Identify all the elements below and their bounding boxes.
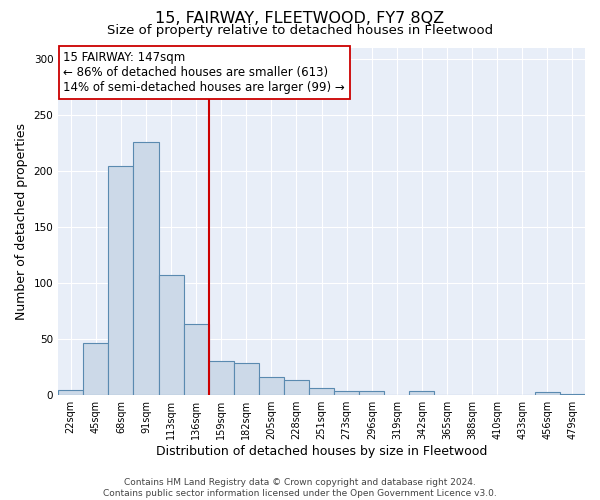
Bar xyxy=(234,364,259,394)
Bar xyxy=(535,392,560,394)
Bar xyxy=(334,392,359,394)
Bar xyxy=(259,377,284,394)
Bar xyxy=(284,380,309,394)
X-axis label: Distribution of detached houses by size in Fleetwood: Distribution of detached houses by size … xyxy=(156,444,487,458)
Text: Size of property relative to detached houses in Fleetwood: Size of property relative to detached ho… xyxy=(107,24,493,37)
Text: 15, FAIRWAY, FLEETWOOD, FY7 8QZ: 15, FAIRWAY, FLEETWOOD, FY7 8QZ xyxy=(155,11,445,26)
Bar xyxy=(158,275,184,394)
Bar xyxy=(309,388,334,394)
Bar xyxy=(58,390,83,394)
Bar xyxy=(409,392,434,394)
Bar xyxy=(133,142,158,394)
Bar xyxy=(184,324,209,394)
Text: Contains HM Land Registry data © Crown copyright and database right 2024.
Contai: Contains HM Land Registry data © Crown c… xyxy=(103,478,497,498)
Y-axis label: Number of detached properties: Number of detached properties xyxy=(15,122,28,320)
Bar xyxy=(359,392,385,394)
Bar xyxy=(109,166,133,394)
Text: 15 FAIRWAY: 147sqm
← 86% of detached houses are smaller (613)
14% of semi-detach: 15 FAIRWAY: 147sqm ← 86% of detached hou… xyxy=(64,51,345,94)
Bar xyxy=(83,343,109,394)
Bar xyxy=(209,361,234,394)
